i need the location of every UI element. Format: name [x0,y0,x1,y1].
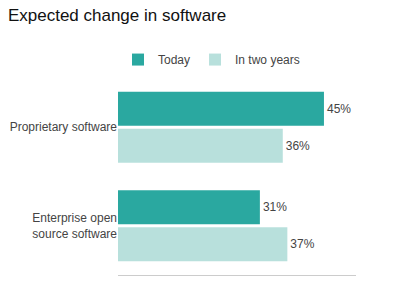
svg-text:36%: 36% [286,139,310,153]
svg-text:Proprietary software: Proprietary software [10,120,118,134]
svg-text:45%: 45% [327,102,351,116]
svg-text:In two years: In two years [235,53,300,67]
svg-text:31%: 31% [263,200,287,214]
svg-text:Expected change in software: Expected change in software [8,6,226,25]
svg-text:Enterprise opensource software: Enterprise opensource software [32,211,117,241]
svg-text:37%: 37% [290,237,314,251]
svg-text:Today: Today [158,53,190,67]
